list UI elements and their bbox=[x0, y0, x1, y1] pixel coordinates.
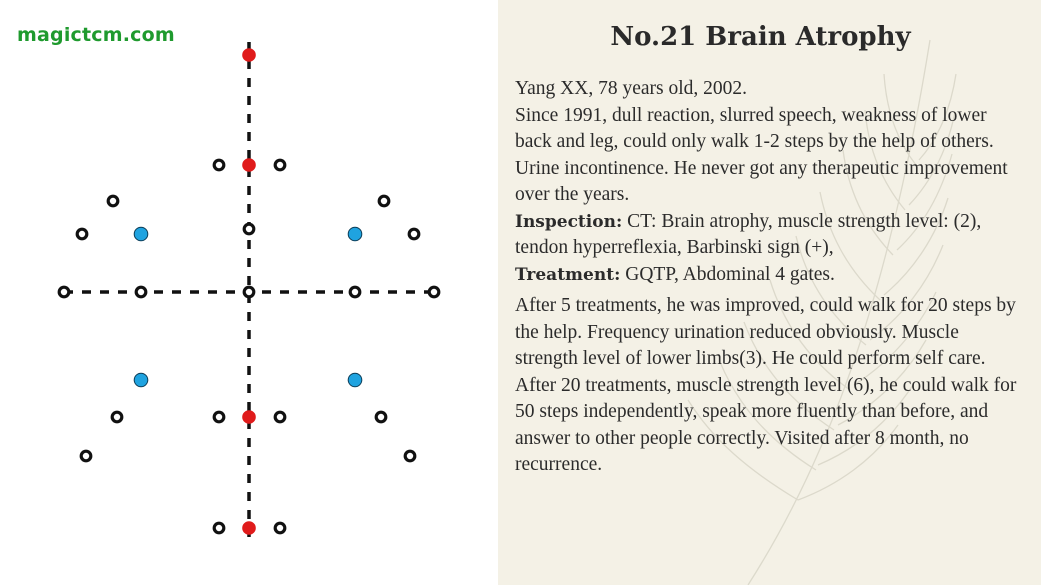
blue-point bbox=[347, 372, 363, 388]
result-after-5-paragraph: After 5 treatments, he was improved, cou… bbox=[515, 295, 1016, 369]
open-point bbox=[79, 449, 93, 463]
open-point bbox=[134, 285, 148, 299]
open-point bbox=[212, 410, 226, 424]
open-point bbox=[427, 285, 441, 299]
brand-label: magictcm.com bbox=[17, 24, 175, 46]
red-points bbox=[242, 48, 256, 535]
history-paragraph: Since 1991, dull reaction, slurred speec… bbox=[515, 104, 1008, 206]
open-point bbox=[57, 285, 71, 299]
open-point bbox=[110, 410, 124, 424]
case-title: No.21 Brain Atrophy bbox=[610, 22, 911, 52]
open-point bbox=[273, 521, 287, 535]
leaf-watermark-icon bbox=[687, 39, 957, 585]
inspection-label: Inspection: bbox=[515, 211, 623, 232]
open-point bbox=[377, 194, 391, 208]
blue-point bbox=[133, 226, 149, 242]
case-panel: No.21 Brain Atrophy Yang XX, 78 years ol… bbox=[498, 0, 1041, 585]
blue-points bbox=[133, 226, 363, 388]
inspection-text: CT: Brain atrophy, muscle strength level… bbox=[515, 210, 982, 259]
open-point bbox=[75, 227, 89, 241]
patient-info: Yang XX, 78 years old, 2002. bbox=[515, 78, 748, 99]
red-point bbox=[242, 158, 256, 172]
open-point bbox=[212, 521, 226, 535]
diagram-panel: magictcm.com bbox=[0, 0, 498, 585]
open-point bbox=[106, 194, 120, 208]
open-point bbox=[348, 285, 362, 299]
inspection-paragraph: Inspection: CT: Brain atrophy, muscle st… bbox=[515, 209, 1020, 262]
open-point bbox=[403, 449, 417, 463]
acupoint-diagram bbox=[57, 42, 441, 542]
treatment-label: Treatment: bbox=[515, 264, 621, 285]
blue-point bbox=[133, 372, 149, 388]
result-after-20-paragraph: After 20 treatments, muscle strength lev… bbox=[515, 374, 1017, 476]
case-text: Yang XX, 78 years old, 2002. Since 1991,… bbox=[515, 76, 1020, 479]
open-point bbox=[374, 410, 388, 424]
open-point bbox=[273, 410, 287, 424]
open-point bbox=[212, 158, 226, 172]
red-point bbox=[242, 48, 256, 62]
treatment-text: GQTP, Abdominal 4 gates. bbox=[620, 263, 835, 285]
blue-point bbox=[347, 226, 363, 242]
red-point bbox=[242, 521, 256, 535]
open-point bbox=[242, 222, 256, 236]
open-point bbox=[273, 158, 287, 172]
treatment-paragraph: Treatment: GQTP, Abdominal 4 gates. bbox=[515, 262, 1020, 289]
open-point bbox=[407, 227, 421, 241]
red-point bbox=[242, 410, 256, 424]
open-points bbox=[57, 158, 441, 535]
open-point bbox=[242, 285, 256, 299]
